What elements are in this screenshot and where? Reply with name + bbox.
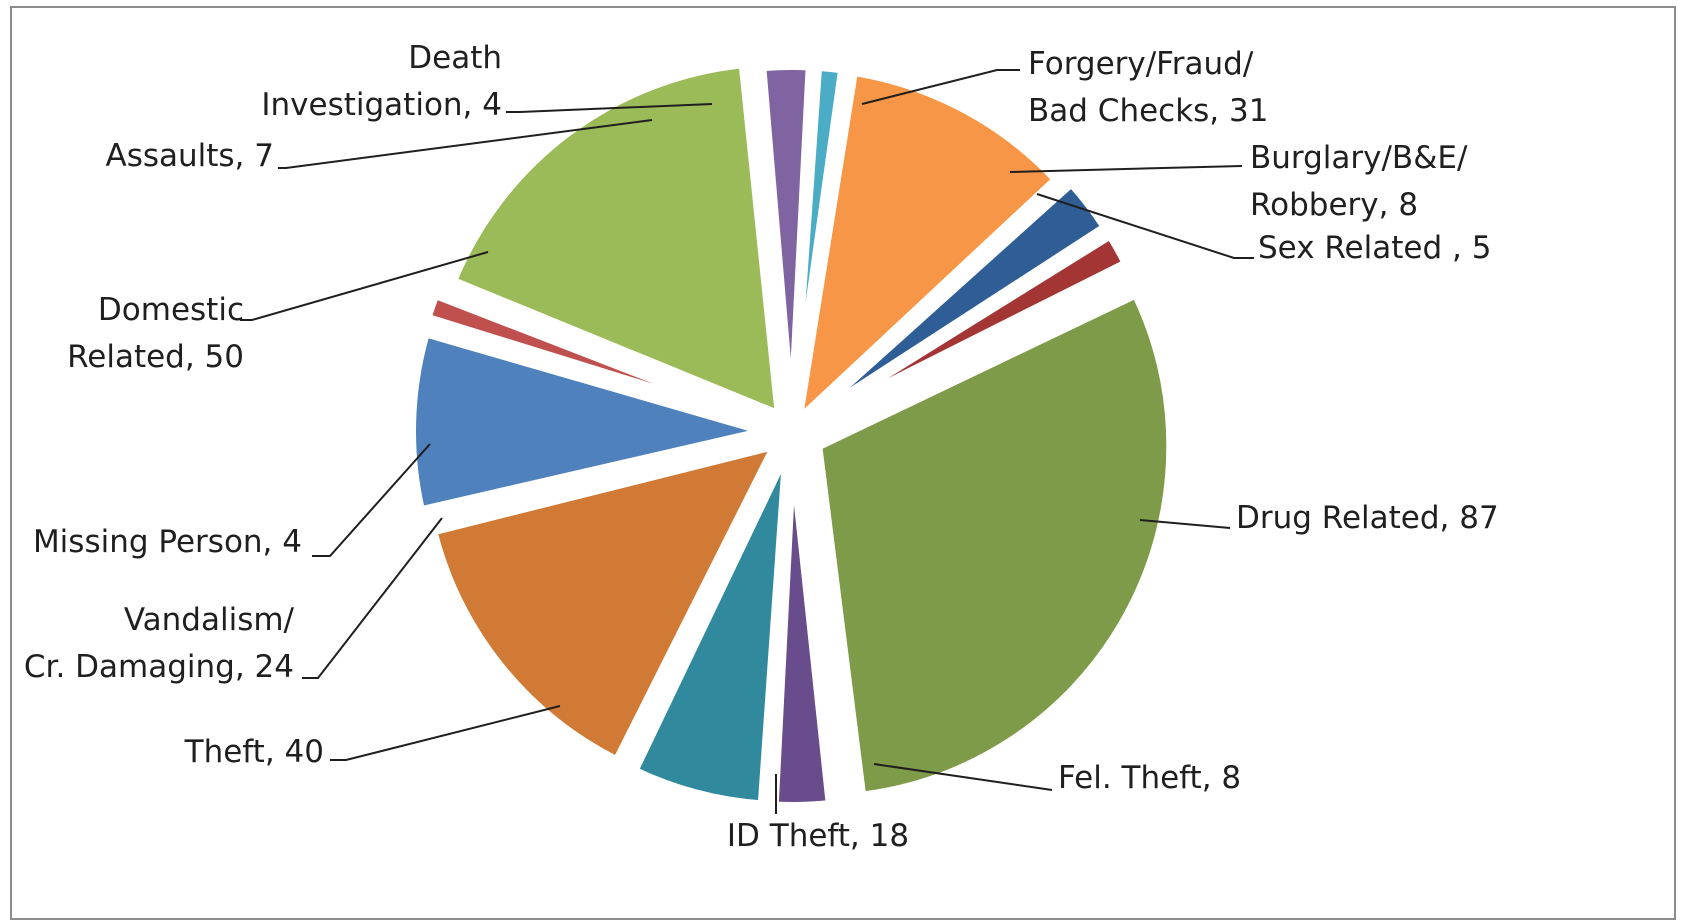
slice-label-line: Related, 50 <box>67 339 244 375</box>
leader-line-assaults <box>278 119 653 169</box>
pie-slice-death-investigation <box>789 62 847 423</box>
pie-slice-id-theft <box>630 449 791 809</box>
leader-line-death-investigation <box>506 103 713 113</box>
slice-label-line: Burglary/B&E/ <box>1250 140 1468 176</box>
slice-label-fel-theft: Fel. Theft, 8 <box>1058 760 1241 796</box>
leader-line-drug-related <box>1139 519 1231 529</box>
pie-slice-drug-related <box>814 290 1175 800</box>
slice-label-line: Fel. Theft, 8 <box>1058 760 1241 796</box>
slice-label-line: Domestic <box>98 292 244 328</box>
pie-slice-vandalism-cr-damaging <box>408 329 769 515</box>
slice-label-line: Robbery, 8 <box>1250 187 1418 223</box>
slice-label-line: Forgery/Fraud/ <box>1028 46 1254 82</box>
slice-label-line: Death <box>408 40 502 76</box>
slice-label-assaults: Assaults, 7 <box>105 138 274 174</box>
leader-line-vandalism-cr-damaging <box>302 517 443 679</box>
slice-label-forgery-fraud-bad-checks: Forgery/Fraud/Bad Checks, 31 <box>1028 46 1268 129</box>
slice-label-burglary-b-e-robbery: Burglary/B&E/Robbery, 8 <box>1250 140 1468 223</box>
slice-label-id-theft: ID Theft, 18 <box>727 818 909 854</box>
slice-label-line: Missing Person, 4 <box>33 524 302 560</box>
slice-label-theft: Theft, 40 <box>184 734 324 770</box>
slice-label-missing-person: Missing Person, 4 <box>33 524 302 560</box>
leader-line-sex-related <box>1036 193 1254 259</box>
slice-label-line: ID Theft, 18 <box>727 818 909 854</box>
leader-line-burglary-b-e-robbery <box>1009 165 1243 173</box>
slice-label-death-investigation: Death Investigation, 4 <box>261 40 502 123</box>
pie-slice-missing-person <box>423 291 768 427</box>
slice-label-line: Assaults, 7 <box>105 138 274 174</box>
pie-slice-domestic-related <box>449 60 783 419</box>
slice-label-line: Cr. Damaging, 24 <box>24 649 294 685</box>
leader-line-theft <box>330 705 561 761</box>
pie-slice-burglary-b-e-robbery <box>805 179 1109 423</box>
leader-line-missing-person <box>312 443 431 557</box>
slice-label-domestic-related: Domestic Related, 50 <box>67 292 244 375</box>
slice-labels: Forgery/Fraud/Bad Checks, 31 Burglary/B&E… <box>24 40 1499 854</box>
pie-slice-sex-related <box>807 231 1130 426</box>
chart-frame: Forgery/Fraud/Bad Checks, 31 Burglary/B&E… <box>10 6 1676 920</box>
slice-label-line: Vandalism/ <box>124 602 295 638</box>
pie-slice-assaults <box>758 62 814 423</box>
slice-label-drug-related: Drug Related, 87 <box>1236 500 1499 536</box>
leader-line-domestic-related <box>240 251 489 321</box>
pie-chart: Forgery/Fraud/Bad Checks, 31 Burglary/B&E… <box>24 40 1499 854</box>
pie-slices <box>408 60 1175 810</box>
leader-lines <box>240 69 1254 814</box>
slice-label-vandalism-cr-damaging: Vandalism/Cr. Damaging, 24 <box>24 602 295 685</box>
pie-slice-forgery-fraud-bad-checks <box>794 68 1060 424</box>
slice-label-line: Bad Checks, 31 <box>1028 93 1268 129</box>
slice-label-sex-related: Sex Related , 5 <box>1258 230 1491 266</box>
slice-label-line: Sex Related , 5 <box>1258 230 1491 266</box>
slice-label-line: Theft, 40 <box>184 734 324 770</box>
slice-label-line: Drug Related, 87 <box>1236 500 1499 536</box>
slice-label-line: Investigation, 4 <box>261 87 502 123</box>
pie-slice-theft <box>429 441 779 765</box>
leader-line-forgery-fraud-bad-checks <box>861 69 1020 105</box>
pie-slice-fel-theft <box>770 449 834 810</box>
leader-line-fel-theft <box>873 763 1053 791</box>
